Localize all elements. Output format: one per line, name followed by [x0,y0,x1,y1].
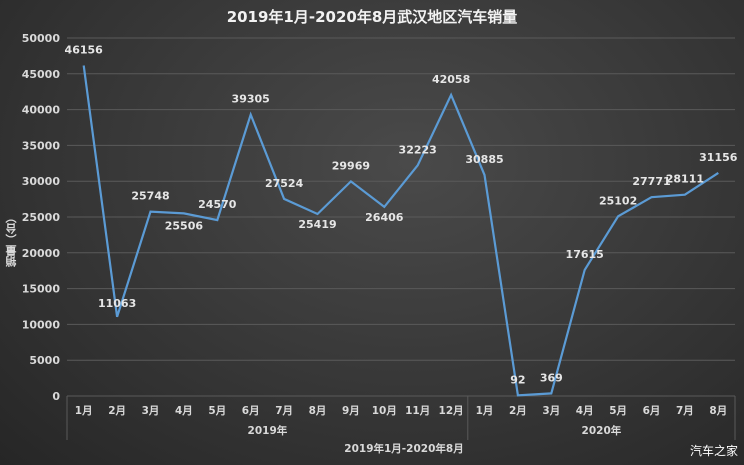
x-tick-label: 4月 [175,405,193,417]
x-tick-label: 5月 [208,405,226,417]
y-tick-label: 5000 [29,354,60,367]
x-tick-label: 5月 [609,405,627,417]
y-tick-label: 45000 [22,68,61,81]
data-label: 29969 [332,159,370,172]
data-label: 31156 [699,151,738,164]
x-tick-label: 4月 [576,405,594,417]
y-tick-label: 20000 [22,247,61,260]
x-tick-label: 2月 [108,405,126,417]
data-label: 39305 [232,93,270,106]
data-label: 32223 [399,143,437,156]
x-tick-label: 3月 [142,405,160,417]
x-tick-label: 7月 [676,405,694,417]
watermark: 汽车之家 [689,444,738,458]
x-tick-label: 9月 [342,405,360,417]
data-label: 25419 [298,218,336,231]
x-tick-label: 2月 [509,405,527,417]
x-tick-label: 10月 [372,405,397,417]
data-label: 30885 [465,153,503,166]
data-label: 25748 [131,190,169,203]
x-tick-label: 12月 [439,405,464,417]
x-tick-label: 6月 [643,405,661,417]
y-tick-label: 25000 [22,211,61,224]
x-tick-label: 6月 [242,405,260,417]
x-tick-label: 3月 [542,405,560,417]
data-label: 27771 [632,175,670,188]
data-label: 24570 [198,198,237,211]
data-label: 27524 [265,177,304,190]
x-tick-label: 8月 [709,405,727,417]
x-axis-title: 2019年1月-2020年8月 [344,442,463,455]
y-tick-label: 50000 [22,32,61,45]
y-tick-label: 30000 [22,175,61,188]
data-label: 11063 [98,297,136,310]
data-label: 92 [510,373,525,386]
data-label: 42058 [432,73,470,86]
y-tick-label: 35000 [22,139,61,152]
x-group-label: 2020年 [582,424,622,437]
data-label: 17615 [566,248,604,261]
data-label: 369 [540,371,563,384]
y-tick-label: 40000 [22,104,61,117]
x-tick-label: 1月 [476,405,494,417]
x-group-label: 2019年 [248,424,288,437]
data-label: 28111 [666,173,704,186]
x-tick-label: 11月 [405,405,430,417]
x-tick-label: 1月 [75,405,93,417]
y-tick-label: 15000 [22,283,61,296]
data-label: 46156 [65,44,104,57]
data-label: 25102 [599,194,637,207]
series-line [82,65,719,397]
x-tick-label: 8月 [309,405,327,417]
data-label: 25506 [165,219,204,232]
x-tick-label: 7月 [275,405,293,417]
chart-title: 2019年1月-2020年8月武汉地区汽车销量 [226,8,518,26]
y-tick-label: 10000 [22,318,61,331]
y-tick-label: 0 [52,390,60,403]
data-label: 26406 [365,211,404,224]
